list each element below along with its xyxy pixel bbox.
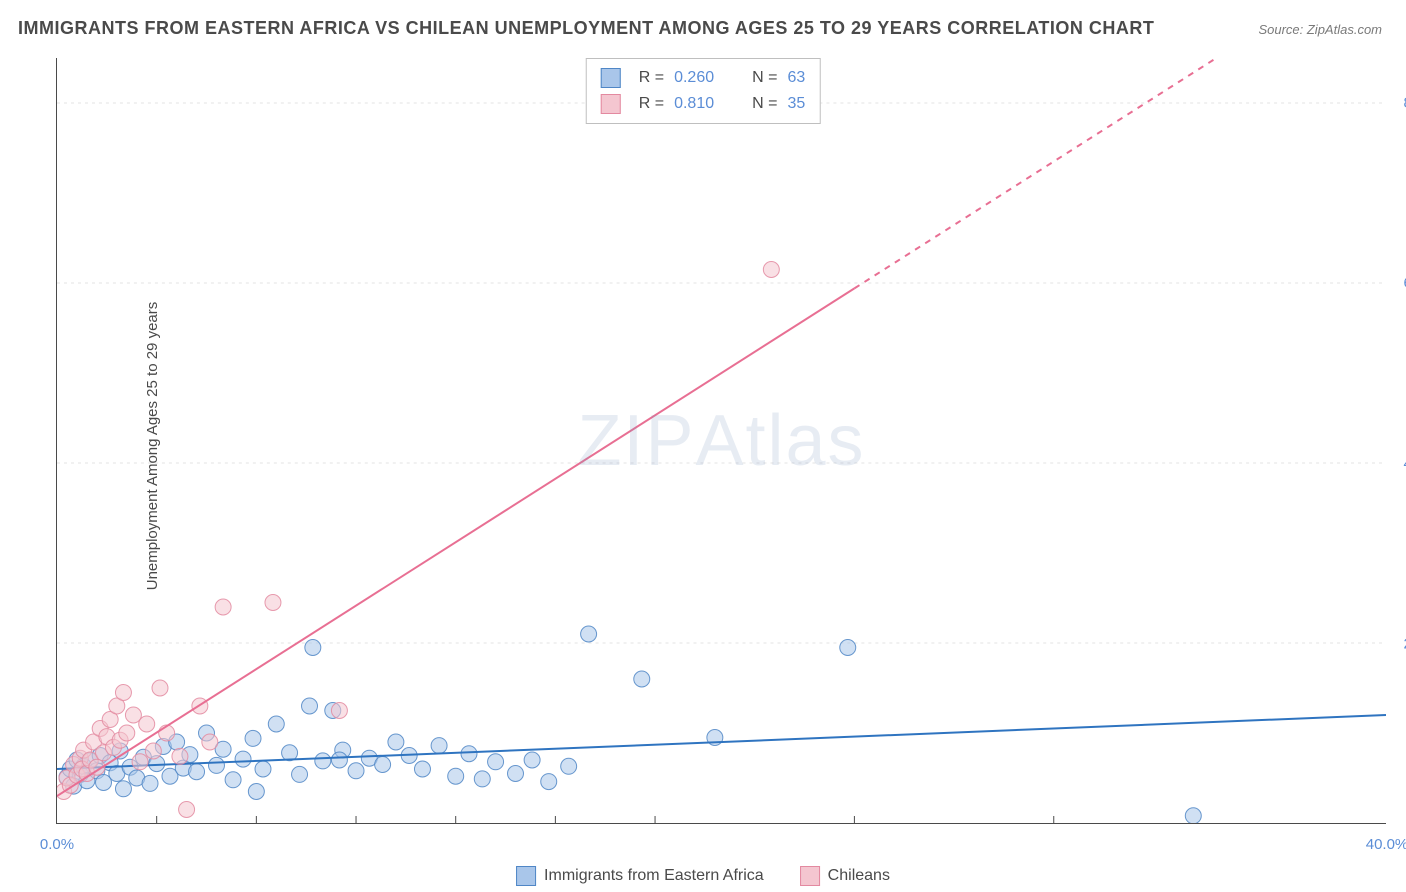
stats-legend-row: R = 0.260 N = 63: [601, 65, 806, 91]
series-name: Chileans: [828, 867, 890, 884]
source-attribution: Source: ZipAtlas.com: [1258, 22, 1382, 37]
r-value: 0.810: [674, 91, 714, 117]
n-label: N =: [752, 65, 777, 91]
stats-legend-row: R = 0.810 N = 35: [601, 91, 806, 117]
legend-swatch: [800, 866, 820, 886]
series-name: Immigrants from Eastern Africa: [544, 867, 764, 884]
plot-area: ZIPAtlas 20.0%40.0%60.0%80.0% 0.0%40.0%: [56, 58, 1386, 824]
series-legend-item: Chileans: [800, 866, 890, 886]
x-tick-label: 40.0%: [1366, 836, 1406, 853]
n-value: 63: [787, 65, 805, 91]
series-legend: Immigrants from Eastern Africa Chileans: [516, 866, 890, 886]
r-label: R =: [639, 91, 664, 117]
r-value: 0.260: [674, 65, 714, 91]
r-label: R =: [639, 65, 664, 91]
series-legend-item: Immigrants from Eastern Africa: [516, 866, 764, 886]
n-label: N =: [752, 91, 777, 117]
x-tick-label: 0.0%: [40, 836, 74, 853]
legend-swatch: [601, 94, 621, 114]
n-value: 35: [787, 91, 805, 117]
chart-title: IMMIGRANTS FROM EASTERN AFRICA VS CHILEA…: [18, 18, 1154, 39]
legend-swatch: [601, 68, 621, 88]
chart-svg: [57, 58, 1386, 823]
correlation-stats-legend: R = 0.260 N = 63 R = 0.810 N = 35: [586, 58, 821, 124]
legend-swatch: [516, 866, 536, 886]
